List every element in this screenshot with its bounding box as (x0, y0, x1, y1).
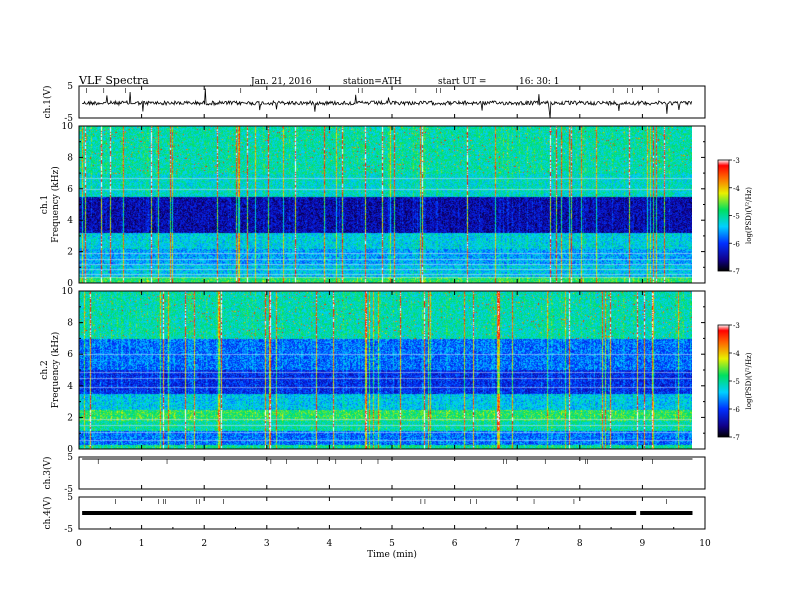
x-tick-label: 9 (640, 539, 646, 549)
channel-label: ch.1 (40, 195, 50, 214)
x-tick-label: 3 (264, 539, 270, 549)
colorbar-label: log(PSD)(V²/Hz) (745, 352, 753, 409)
date-label: Jan. 21, 2016 (251, 77, 312, 87)
y-tick-label: 5 (67, 82, 73, 92)
y-tick-label: 4 (67, 216, 73, 226)
x-axis-label: Time (min) (367, 549, 417, 560)
y-axis-label: Frequency (kHz) (50, 166, 61, 243)
y-tick-label: 2 (67, 413, 73, 423)
start-label: start UT = (438, 77, 487, 87)
x-tick-label: 7 (514, 539, 520, 549)
y-axis-label: ch.3(V) (42, 457, 53, 490)
y-tick-label: 2 (67, 248, 73, 258)
y-tick-label: 8 (67, 153, 73, 163)
waveform-line-ch1 (82, 88, 693, 119)
colorbar-tick-label: -4 (733, 350, 740, 358)
y-tick-label: 10 (62, 287, 74, 297)
spectrogram-image-2 (79, 291, 692, 449)
spectrogram-image-1 (79, 126, 692, 283)
y-tick-label: 6 (67, 185, 73, 195)
y-axis-label: Frequency (kHz) (50, 332, 61, 409)
y-tick-label: 10 (62, 122, 74, 132)
station-label: station=ATH (343, 77, 402, 87)
x-tick-label: 2 (201, 539, 207, 549)
channel-label: ch.2 (40, 360, 50, 379)
chart-title: VLF Spectra (79, 74, 149, 87)
colorbar-tick-label: -7 (733, 268, 740, 276)
x-tick-label: 8 (577, 539, 583, 549)
y-tick-label: 6 (67, 350, 73, 360)
y-axis-label: ch.4(V) (42, 497, 53, 530)
y-tick-label: -5 (64, 525, 73, 535)
colorbar (717, 159, 730, 272)
colorbar-tick-label: -6 (733, 240, 740, 248)
y-axis-label: ch.1(V) (42, 86, 53, 119)
colorbar-tick-label: -5 (733, 378, 740, 386)
colorbar-tick-label: -3 (733, 157, 740, 165)
y-tick-label: 0 (67, 445, 73, 455)
y-tick-label: -5 (64, 485, 73, 495)
waveform-gap (636, 511, 641, 515)
y-tick-label: 8 (67, 319, 73, 329)
x-tick-label: 5 (389, 539, 395, 549)
colorbar-tick-label: -3 (733, 322, 740, 330)
colorbar-tick-label: -4 (733, 185, 740, 193)
colorbar-label: log(PSD)(V²/Hz) (745, 187, 753, 244)
x-tick-label: 6 (452, 539, 458, 549)
waveform-line-ch4 (82, 511, 693, 515)
y-tick-label: 5 (67, 453, 73, 463)
x-tick-label: 0 (76, 539, 82, 549)
x-tick-label: 10 (699, 539, 711, 549)
colorbar (717, 324, 730, 438)
colorbar-tick-label: -7 (733, 434, 740, 442)
y-tick-label: 0 (67, 279, 73, 289)
colorbar-tick-label: -6 (733, 406, 740, 414)
y-tick-label: -5 (64, 114, 73, 124)
y-tick-label: 4 (67, 382, 73, 392)
y-tick-label: 5 (67, 493, 73, 503)
colorbar-tick-label: -5 (733, 213, 740, 221)
x-tick-label: 1 (139, 539, 145, 549)
panel-frame (78, 456, 706, 490)
x-tick-label: 4 (327, 539, 333, 549)
start-time: 16: 30: 1 (519, 77, 560, 87)
